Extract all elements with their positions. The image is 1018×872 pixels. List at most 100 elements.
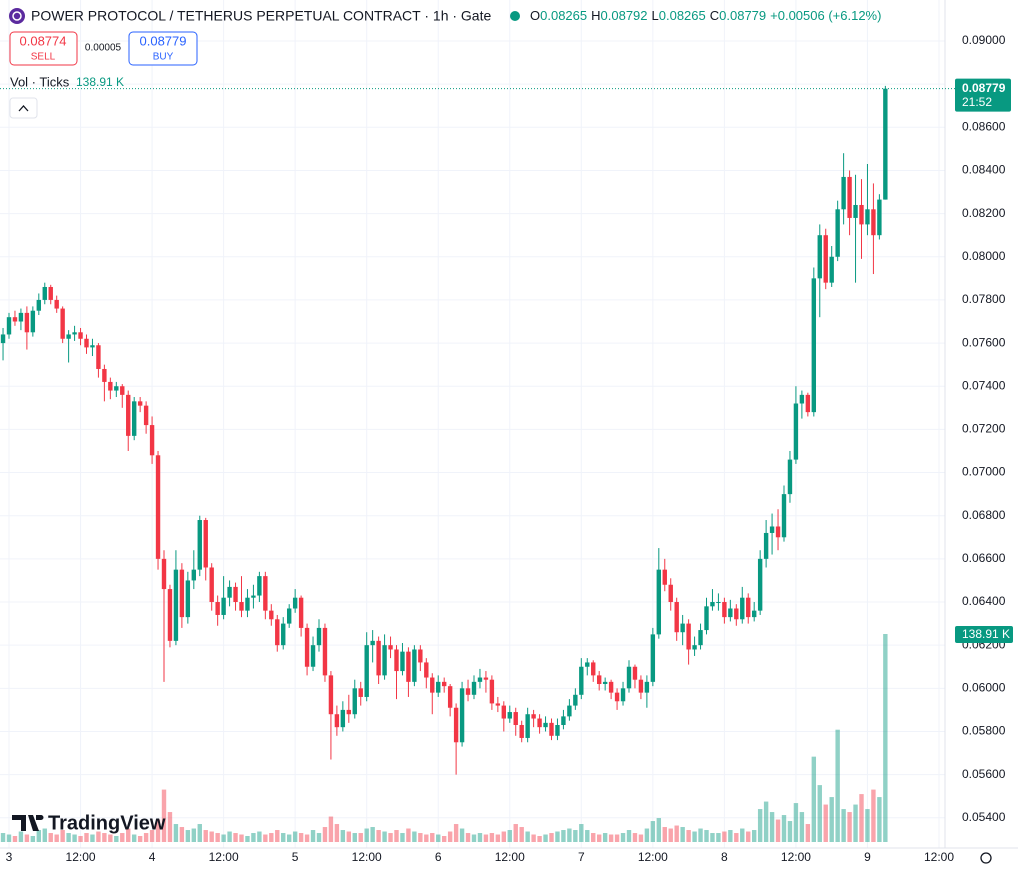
- volume-bar: [239, 834, 244, 842]
- ohlc-change: +0.00506 (+6.12%): [770, 8, 881, 23]
- volume-bar: [0, 833, 6, 842]
- volume-bar: [352, 833, 357, 842]
- volume-bar: [167, 812, 173, 842]
- volume-bar: [793, 803, 799, 842]
- volume-bar: [441, 836, 447, 842]
- candle-body: [483, 677, 489, 680]
- candle-body: [471, 681, 477, 695]
- candle-body: [602, 681, 608, 685]
- volume-bar: [48, 833, 53, 842]
- volume-bar: [412, 831, 417, 842]
- ohlc-legend: O0.08265 H0.08792 L0.08265 C0.08779 +0.00506…: [530, 8, 881, 23]
- candle-body: [465, 688, 471, 695]
- candle-body: [108, 381, 113, 391]
- candle-body: [322, 627, 328, 676]
- volume-bar: [18, 831, 24, 842]
- y-tick-label: 0.05800: [962, 724, 1006, 738]
- volume-bar: [459, 828, 465, 842]
- volume-bar: [626, 830, 632, 842]
- volume-bar: [364, 828, 369, 842]
- volume-bar: [525, 831, 530, 842]
- volume-bar: [757, 809, 763, 842]
- volume-bar: [853, 804, 858, 842]
- buy-price: 0.08779: [140, 33, 187, 48]
- volume-bar: [823, 804, 828, 842]
- sell-label: SELL: [31, 52, 56, 63]
- volume-bar: [6, 834, 12, 842]
- candle-body: [853, 204, 858, 218]
- volume-bar: [376, 830, 381, 842]
- candle-body: [781, 494, 787, 538]
- candle-body: [573, 694, 578, 706]
- ohlc-label: H: [591, 8, 600, 23]
- y-tick-label: 0.06000: [962, 680, 1006, 694]
- candle-body: [501, 705, 507, 719]
- sell-button[interactable]: [9, 31, 78, 66]
- volume-bar: [42, 828, 47, 842]
- candle-body: [281, 623, 286, 646]
- candle-body: [120, 386, 125, 395]
- candle-body: [662, 569, 667, 585]
- volume-bar: [447, 831, 453, 842]
- volume-bar: [453, 824, 459, 842]
- volume-bar: [114, 836, 119, 842]
- y-tick-label: 0.07600: [962, 335, 1006, 349]
- volume-bar: [137, 836, 143, 842]
- candle-body: [740, 597, 745, 620]
- candle-body: [626, 666, 632, 689]
- candle-body: [519, 725, 524, 738]
- candle-body: [334, 714, 340, 728]
- candle-body: [388, 645, 393, 650]
- volume-bar: [120, 833, 125, 842]
- settings-icon[interactable]: [980, 852, 992, 864]
- x-tick-label: 12:00: [495, 850, 525, 864]
- buy-button[interactable]: [128, 31, 198, 66]
- volume-bar: [495, 834, 501, 842]
- volume-bar: [436, 834, 441, 842]
- volume-bar: [787, 821, 793, 842]
- ohlc-label: C: [710, 8, 719, 23]
- candle-body: [859, 204, 864, 225]
- volume-bar: [686, 830, 691, 842]
- candle-body: [197, 520, 202, 570]
- volume-bar: [84, 833, 89, 842]
- volume-bar: [501, 831, 507, 842]
- volume-bar: [203, 830, 208, 842]
- x-tick-label: 12:00: [638, 850, 668, 864]
- volume-bar: [126, 828, 131, 842]
- volume-bar: [716, 833, 721, 842]
- candle-body: [549, 722, 554, 736]
- candle-body: [608, 681, 614, 693]
- candle-body: [137, 401, 143, 406]
- candle-body: [477, 677, 483, 682]
- volume-bar: [811, 756, 817, 842]
- volume-bar: [66, 833, 71, 842]
- candle-body: [829, 256, 834, 283]
- symbol-title: POWER PROTOCOL / TETHERUS PERPETUAL CONT…: [31, 8, 491, 24]
- candle-body: [769, 526, 775, 533]
- x-tick-label: 12:00: [209, 850, 239, 864]
- volume-bar: [871, 789, 876, 842]
- volume-bar: [263, 834, 268, 842]
- candle-body: [269, 610, 274, 620]
- candle-body: [459, 688, 465, 743]
- candle-body: [495, 703, 501, 706]
- candle-body: [698, 630, 703, 646]
- volume-bar: [883, 634, 888, 842]
- volume-bar: [245, 836, 250, 842]
- buy-label: BUY: [153, 52, 174, 63]
- volume-legend-value: 138.91 K: [76, 75, 124, 89]
- ohlc-label: L: [652, 8, 659, 23]
- candle-body: [78, 332, 83, 339]
- y-tick-label: 0.05400: [962, 810, 1006, 824]
- candle-body: [424, 662, 429, 678]
- candle-body: [215, 602, 220, 615]
- volume-bar: [513, 824, 518, 842]
- candle-body: [805, 394, 811, 413]
- volume-badge: [955, 626, 1013, 643]
- volume-bar: [346, 831, 352, 842]
- y-tick-label: 0.07800: [962, 292, 1006, 306]
- volume-bar: [179, 827, 185, 842]
- collapse-button[interactable]: [9, 97, 38, 119]
- candle-body: [400, 651, 405, 672]
